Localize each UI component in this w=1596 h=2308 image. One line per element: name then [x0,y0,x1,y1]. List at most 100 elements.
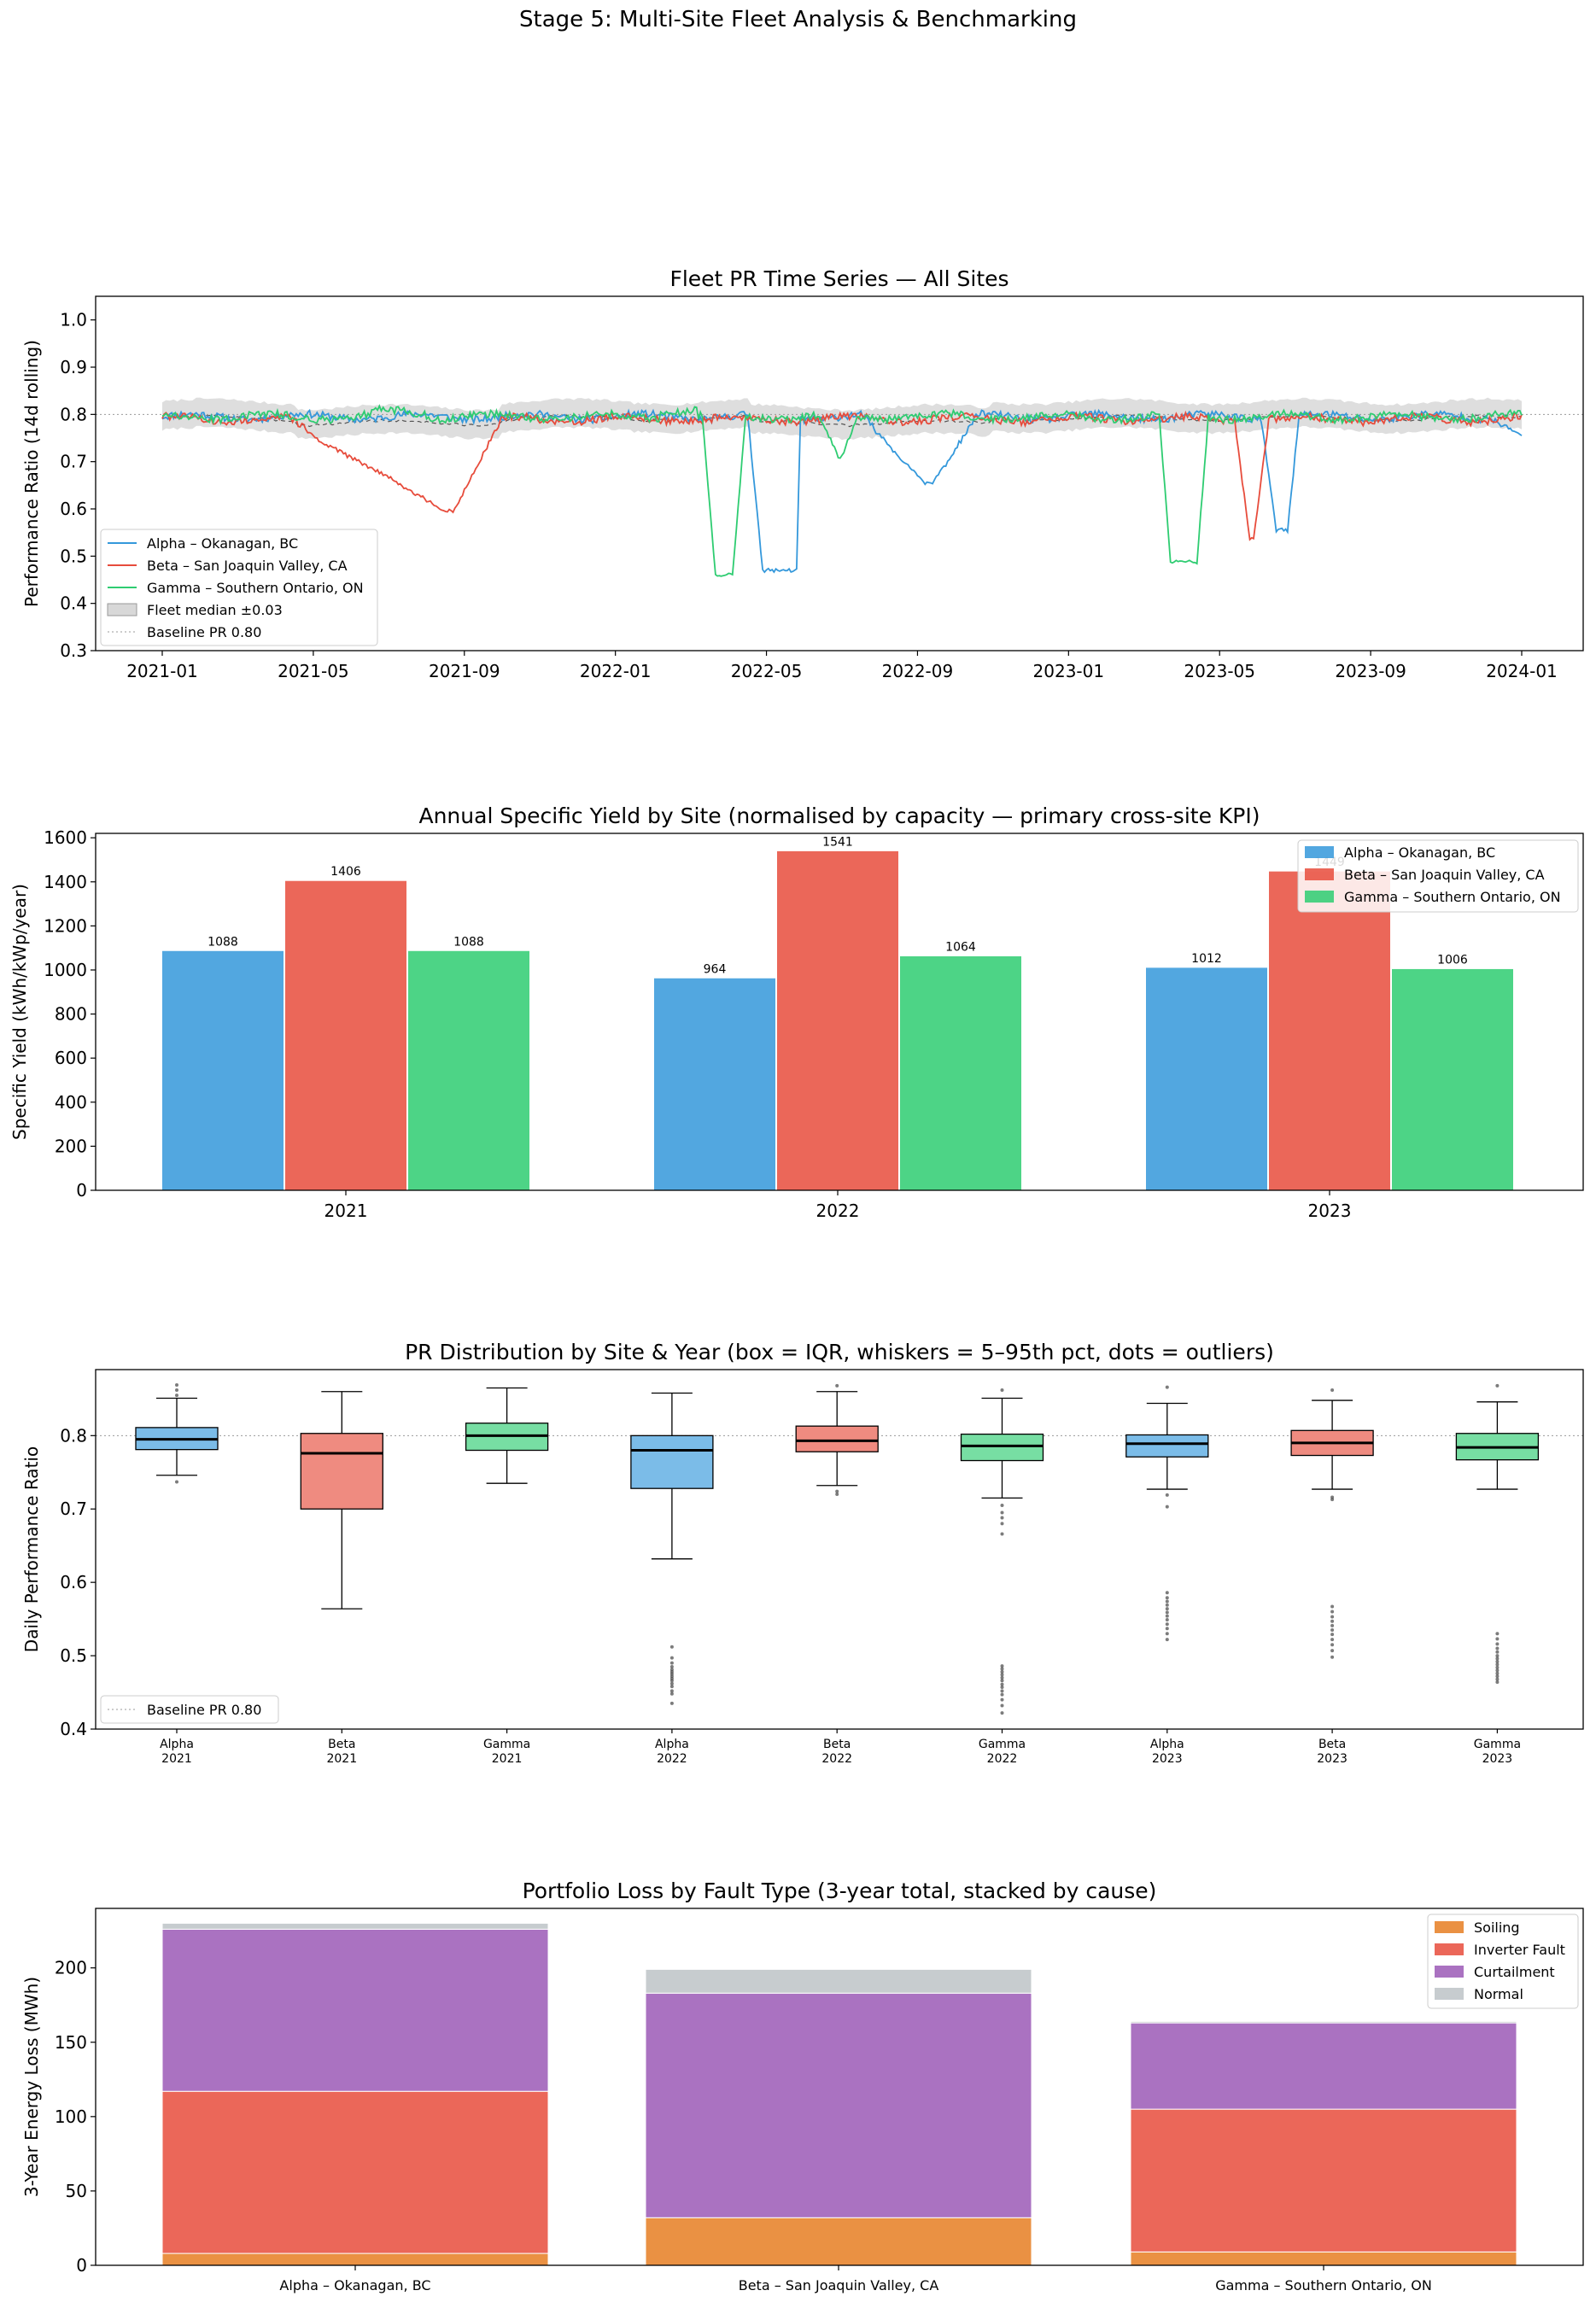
x-tick-label-site: Beta [1318,1738,1346,1751]
outlier-dot [1000,1522,1004,1526]
outlier-dot [1330,1610,1335,1614]
x-tick-label: Gamma – Southern Ontario, ON [1215,2277,1432,2293]
bar-beta [1268,870,1391,1191]
outlier-dot [1000,1697,1004,1702]
outlier-dot [175,1383,178,1388]
x-tick-label-site: Gamma [979,1738,1026,1751]
x-tick-label-year: 2023 [1482,1752,1513,1766]
outlier-dot [1165,1607,1169,1611]
legend-label: Fleet median ±0.03 [147,602,283,618]
legend-label: Gamma – Southern Ontario, ON [147,580,364,596]
panel-title: Annual Specific Yield by Site (normalise… [418,803,1260,828]
legend-swatch [1305,846,1334,858]
y-tick-label: 0.7 [60,452,87,472]
x-tick-label: 2021 [324,1201,368,1221]
outlier-dot [1165,1505,1169,1509]
series-line-beta [161,410,1523,541]
box-beta [795,1425,879,1452]
bar-value-label: 1541 [822,835,853,849]
outlier-dot [175,1388,178,1393]
y-axis-label: Specific Yield (kWh/kWp/year) [9,884,30,1140]
outlier-dot [1165,1638,1169,1642]
bar-alpha [161,949,284,1191]
outlier-dot [1165,1614,1169,1618]
outlier-dot [1495,1671,1500,1675]
specific-yield-panel: Annual Specific Yield by Site (normalise… [9,803,1584,1221]
outlier-dot [1000,1669,1004,1674]
bar-gamma [899,955,1022,1191]
legend-swatch [1435,1988,1464,2000]
stack-segment-inverter [161,2090,549,2254]
y-tick-label: 0.5 [60,546,87,566]
outlier-dot [1495,1642,1500,1646]
series-line-gamma [161,404,1523,577]
y-tick-label: 1600 [44,827,87,848]
legend-swatch [107,603,137,616]
y-tick-label: 0 [76,2255,87,2276]
y-tick-label: 200 [55,1136,87,1156]
outlier-dot [1330,1615,1335,1619]
y-tick-label: 1200 [44,915,87,936]
x-tick-label: 2023-01 [1033,661,1105,681]
outlier-dot [1330,1628,1335,1633]
outlier-dot [669,1645,674,1649]
x-tick-label: 2024-01 [1486,661,1558,681]
y-axis-label: Performance Ratio (14d rolling) [21,340,42,607]
outlier-dot [1000,1711,1004,1715]
x-tick-label: 2022-09 [882,661,954,681]
outlier-dot [1495,1668,1500,1673]
outlier-dot [1330,1643,1335,1647]
box-alpha [1125,1434,1209,1458]
bar-alpha [1145,967,1268,1191]
bar-gamma [407,949,530,1191]
x-tick-label: 2022-05 [731,661,803,681]
outlier-dot [669,1692,674,1696]
figure-title: Stage 5: Multi-Site Fleet Analysis & Ben… [519,7,1077,32]
legend-box [1427,1914,1579,2009]
x-tick-label-year: 2022 [657,1752,687,1766]
outlier-dot [1165,1591,1169,1595]
bar-value-label: 964 [704,962,727,976]
outlier-dot [1495,1665,1500,1669]
bar-beta [776,850,899,1191]
outlier-dot [669,1685,674,1689]
legend: Baseline PR 0.80 [100,1695,279,1724]
y-tick-label: 600 [55,1048,87,1068]
panel-title: Portfolio Loss by Fault Type (3-year tot… [523,1879,1157,1903]
y-tick-label: 200 [55,1958,87,1978]
legend-label: Soiling [1474,1919,1520,1936]
outlier-dot [1000,1510,1004,1515]
legend-label: Beta – San Joaquin Valley, CA [147,558,348,574]
legend-label: Baseline PR 0.80 [147,624,261,640]
x-tick-label-year: 2021 [492,1752,523,1766]
legend-label: Beta – San Joaquin Valley, CA [1344,867,1545,883]
legend-swatch [1435,1966,1464,1978]
legend-label: Curtailment [1474,1964,1555,1980]
outlier-dot [1000,1675,1004,1680]
outlier-dot [1495,1646,1500,1651]
outlier-dot [1330,1604,1335,1609]
y-tick-label: 800 [55,1004,87,1025]
y-tick-label: 0.4 [60,1719,87,1739]
outlier-dot [835,1383,839,1388]
box-beta [300,1433,383,1510]
y-axis-label: Daily Performance Ratio [21,1446,42,1652]
y-tick-label: 0.5 [60,1645,87,1666]
legend-label: Normal [1474,1986,1523,2002]
y-tick-label: 0.3 [60,640,87,661]
outlier-dot [669,1681,674,1686]
y-tick-label: 100 [55,2106,87,2127]
outlier-dot [1165,1632,1169,1636]
outlier-dot [1000,1689,1004,1693]
y-tick-label: 0.7 [60,1499,87,1519]
x-tick-label-year: 2023 [1317,1752,1348,1766]
y-tick-label: 0.4 [60,593,87,614]
bar-value-label: 1406 [330,865,361,879]
y-tick-label: 0.6 [60,1572,87,1592]
outlier-dot [1165,1622,1169,1627]
outlier-dot [1330,1638,1335,1642]
legend-label: Alpha – Okanagan, BC [1344,844,1495,861]
outlier-dot [1495,1674,1500,1679]
outlier-dot [1165,1610,1169,1615]
